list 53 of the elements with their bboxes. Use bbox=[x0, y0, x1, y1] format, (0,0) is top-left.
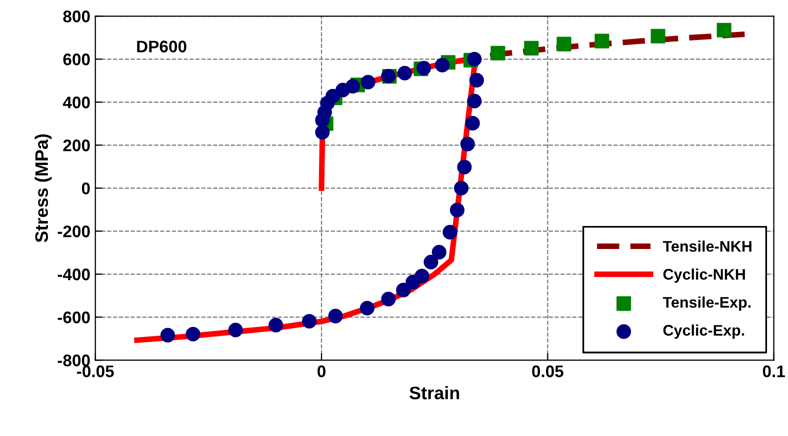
point bbox=[268, 318, 284, 332]
point bbox=[160, 328, 175, 342]
point bbox=[467, 94, 482, 108]
point bbox=[467, 52, 482, 66]
x-tick-label: 0.05 bbox=[532, 365, 564, 378]
point bbox=[360, 74, 376, 90]
point bbox=[396, 282, 411, 298]
point bbox=[594, 34, 610, 48]
y-tick-label: -400 bbox=[58, 268, 90, 280]
y-tick-label: 0 bbox=[82, 182, 90, 194]
point bbox=[228, 322, 243, 338]
point bbox=[716, 22, 732, 38]
y-tick-label: -800 bbox=[58, 354, 90, 366]
point bbox=[302, 314, 317, 329]
point bbox=[186, 326, 200, 342]
legend-label: Cyclic-Exp. bbox=[663, 324, 744, 339]
point bbox=[469, 72, 484, 88]
y-tick-label: 200 bbox=[63, 140, 90, 152]
y-axis-title: Stress (MPa) bbox=[34, 134, 52, 242]
x-axis-title: Strain bbox=[410, 386, 460, 400]
legend-label: Tensile-Exp. bbox=[662, 296, 751, 311]
y-tick-label: -200 bbox=[58, 226, 90, 238]
point bbox=[442, 224, 458, 240]
point bbox=[397, 66, 412, 80]
legend-label: Tensile-NKH bbox=[662, 240, 752, 252]
point bbox=[328, 308, 343, 324]
point bbox=[381, 292, 396, 306]
point bbox=[457, 160, 472, 174]
point bbox=[450, 202, 464, 218]
point bbox=[424, 254, 438, 270]
point bbox=[465, 116, 480, 130]
y-tick-label: 400 bbox=[62, 96, 90, 108]
point bbox=[432, 244, 446, 260]
point bbox=[460, 136, 475, 152]
y-tick-label: 600 bbox=[63, 54, 90, 66]
point bbox=[524, 40, 539, 56]
annotation: DP600 bbox=[137, 40, 186, 52]
point bbox=[360, 300, 374, 316]
point bbox=[416, 60, 432, 76]
x-tick-label: 0 bbox=[318, 365, 326, 378]
point bbox=[345, 78, 360, 94]
y-tick-label: -600 bbox=[58, 312, 90, 324]
legend-label: Cyclic-NKH bbox=[663, 268, 745, 283]
point bbox=[315, 124, 330, 140]
x-tick-label: -0.05 bbox=[77, 365, 114, 378]
y-tick-label: 800 bbox=[63, 10, 90, 22]
point bbox=[556, 36, 572, 52]
point bbox=[490, 46, 506, 60]
point bbox=[434, 58, 450, 72]
point bbox=[650, 28, 666, 44]
x-tick-label: 0.1 bbox=[762, 365, 785, 378]
point bbox=[406, 274, 420, 290]
point bbox=[454, 180, 469, 196]
